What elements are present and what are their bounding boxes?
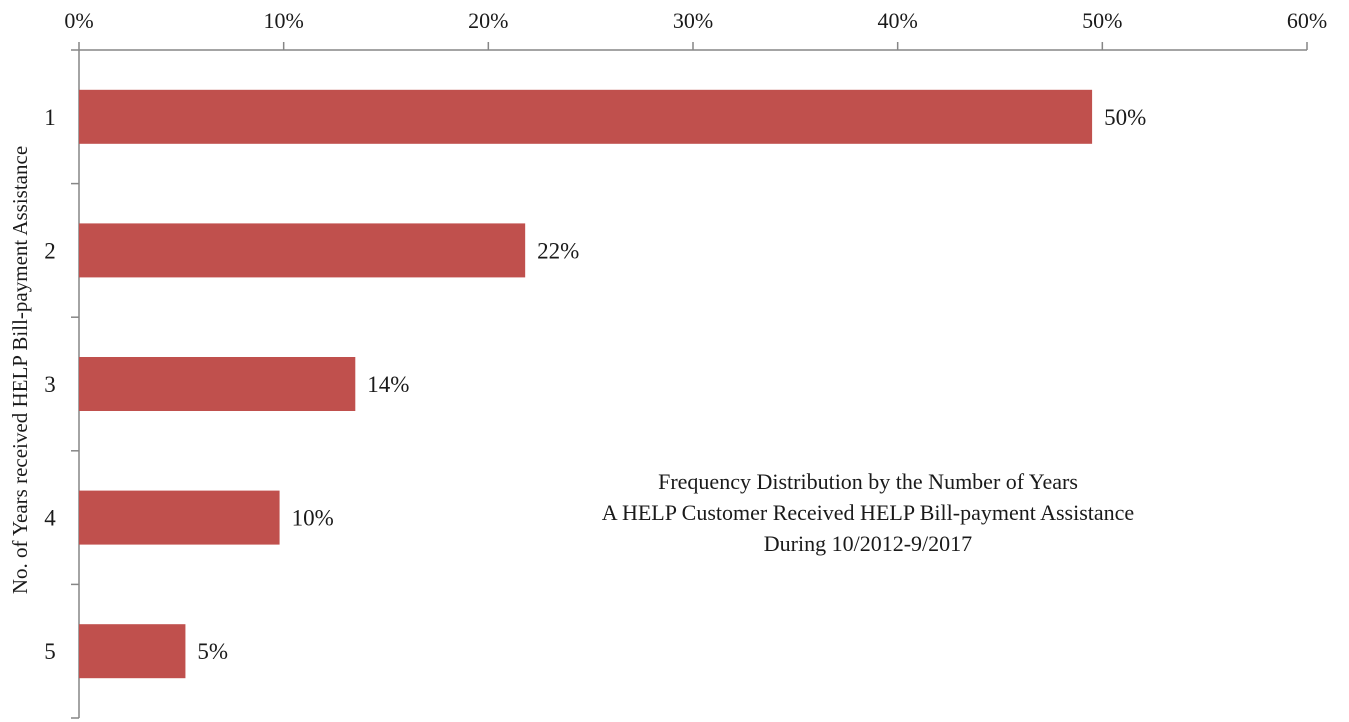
category-label: 5	[44, 639, 56, 664]
x-tick-label: 40%	[878, 8, 918, 33]
category-label: 3	[44, 372, 56, 397]
title-line-2: A HELP Customer Received HELP Bill-payme…	[602, 500, 1134, 525]
y-axis-label: No. of Years received HELP Bill-payment …	[8, 146, 32, 594]
bars	[79, 89, 1093, 679]
axes: 0% 10% 20% 30% 40% 50% 60%	[64, 8, 1327, 719]
bar-1	[79, 89, 1093, 144]
x-tick-label: 20%	[468, 8, 508, 33]
data-label: 14%	[367, 372, 409, 397]
bar-2	[79, 223, 526, 278]
data-label: 22%	[537, 238, 579, 263]
data-label: 5%	[197, 639, 228, 664]
category-label: 2	[44, 238, 56, 263]
bar-4	[79, 490, 280, 545]
x-tick-label: 0%	[64, 8, 93, 33]
title-line-3: During 10/2012-9/2017	[764, 531, 972, 556]
category-label: 1	[44, 105, 56, 130]
chart-title: Frequency Distribution by the Number of …	[602, 469, 1134, 556]
category-label: 4	[44, 506, 56, 531]
labels: 1 50% 2 22% 3 14% 4 10% 5 5%	[44, 105, 1146, 664]
x-tick-label: 50%	[1082, 8, 1122, 33]
x-tick-label: 30%	[673, 8, 713, 33]
data-label: 50%	[1104, 105, 1146, 130]
bar-3	[79, 357, 356, 411]
x-tick-label: 60%	[1287, 8, 1327, 33]
data-label: 10%	[292, 506, 334, 531]
bar-5	[79, 624, 186, 679]
title-line-1: Frequency Distribution by the Number of …	[658, 469, 1078, 494]
x-tick-label: 10%	[264, 8, 304, 33]
